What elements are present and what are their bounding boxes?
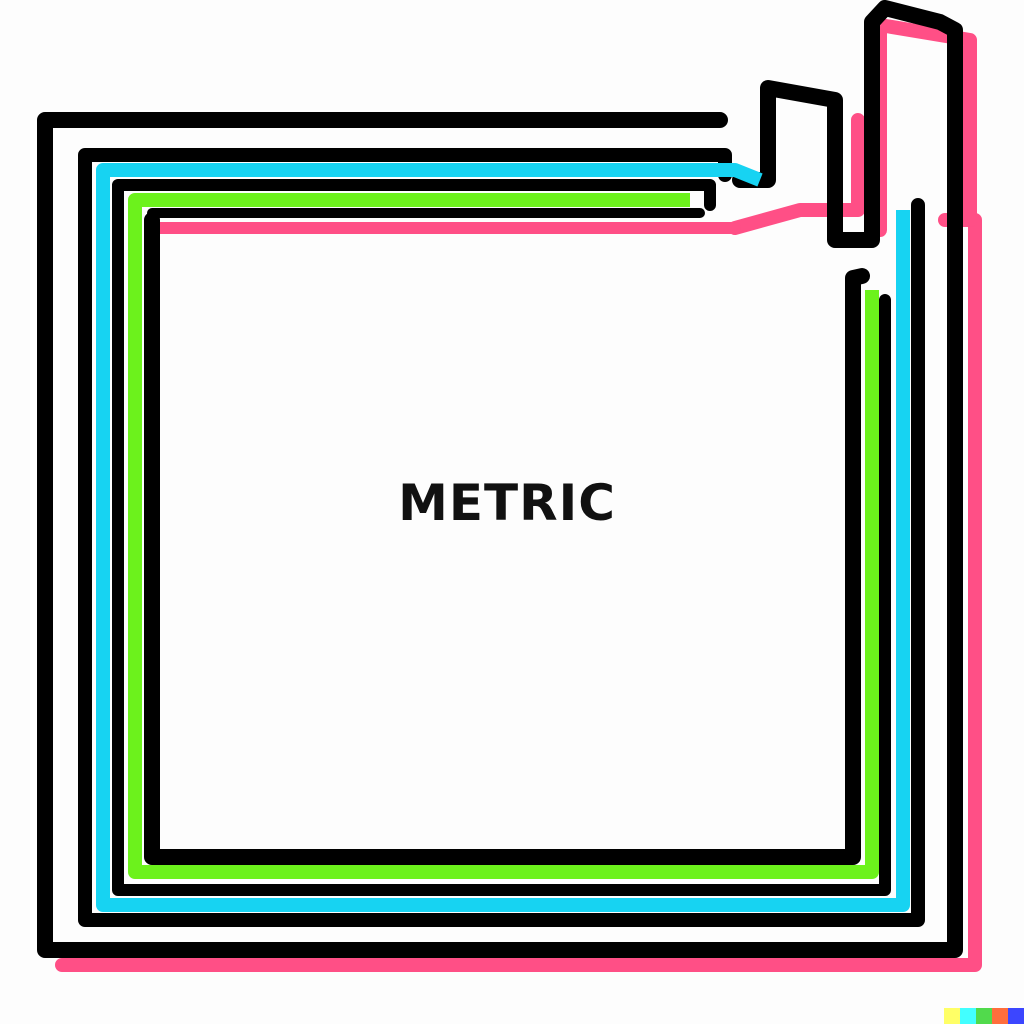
green-band-layer xyxy=(128,193,879,879)
swatch-cyan xyxy=(960,1008,976,1024)
middle-black-outline xyxy=(112,179,891,896)
middle-black-stroke xyxy=(112,179,891,896)
swatch-green xyxy=(976,1008,992,1024)
outer-black-outline xyxy=(37,0,963,958)
cyan-stroke xyxy=(96,163,910,912)
pink-outer-stroke xyxy=(55,213,982,972)
outer-black-stroke xyxy=(37,0,963,958)
inner-black-outline xyxy=(144,208,870,865)
inner-black-stroke xyxy=(144,212,870,865)
cyan-band-layer xyxy=(96,163,910,912)
swatch-orange xyxy=(992,1008,1008,1024)
swatch-yellow xyxy=(944,1008,960,1024)
color-swatch-strip xyxy=(944,1008,1024,1024)
outer-black-right-inner xyxy=(78,148,925,927)
center-label: METRIC xyxy=(398,474,616,532)
swatch-blue xyxy=(1008,1008,1024,1024)
green-stroke xyxy=(128,193,879,879)
